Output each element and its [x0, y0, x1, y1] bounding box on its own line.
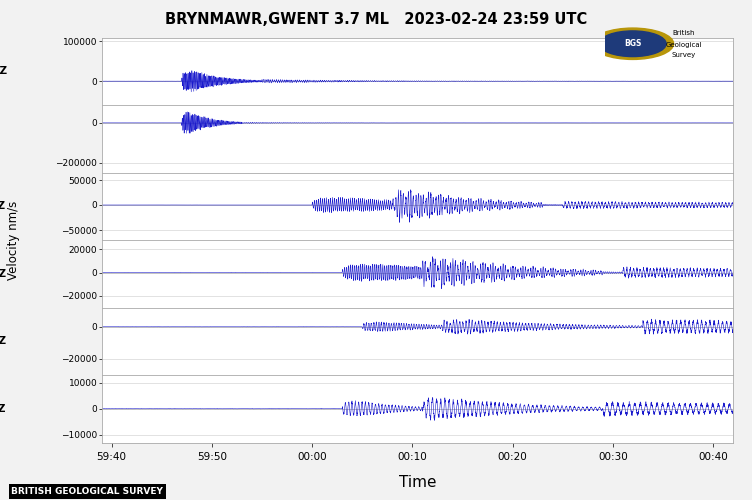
Text: BRITISH GEOLOGICAL SURVEY: BRITISH GEOLOGICAL SURVEY	[11, 487, 163, 496]
Text: BRYNMAWR,GWENT 3.7 ML   2023-02-24 23:59 UTC: BRYNMAWR,GWENT 3.7 ML 2023-02-24 23:59 U…	[165, 12, 587, 26]
Text: Time: Time	[399, 475, 436, 490]
Circle shape	[599, 31, 666, 56]
Text: Velocity nm/s: Velocity nm/s	[7, 200, 20, 280]
Y-axis label: RSBS.HHZ: RSBS.HHZ	[0, 336, 6, 346]
Y-axis label: LLW.BHZ: LLW.BHZ	[0, 404, 5, 414]
Y-axis label: HLM1.HHZ: HLM1.HHZ	[0, 269, 6, 279]
Text: BGS: BGS	[624, 40, 641, 48]
Text: British: British	[672, 30, 695, 36]
Y-axis label: MCH1.HHZ: MCH1.HHZ	[0, 66, 8, 76]
Circle shape	[592, 28, 674, 60]
Y-axis label: OLDB.HHZ: OLDB.HHZ	[0, 201, 5, 211]
Text: Geological: Geological	[666, 42, 702, 48]
Text: Survey: Survey	[672, 52, 696, 58]
